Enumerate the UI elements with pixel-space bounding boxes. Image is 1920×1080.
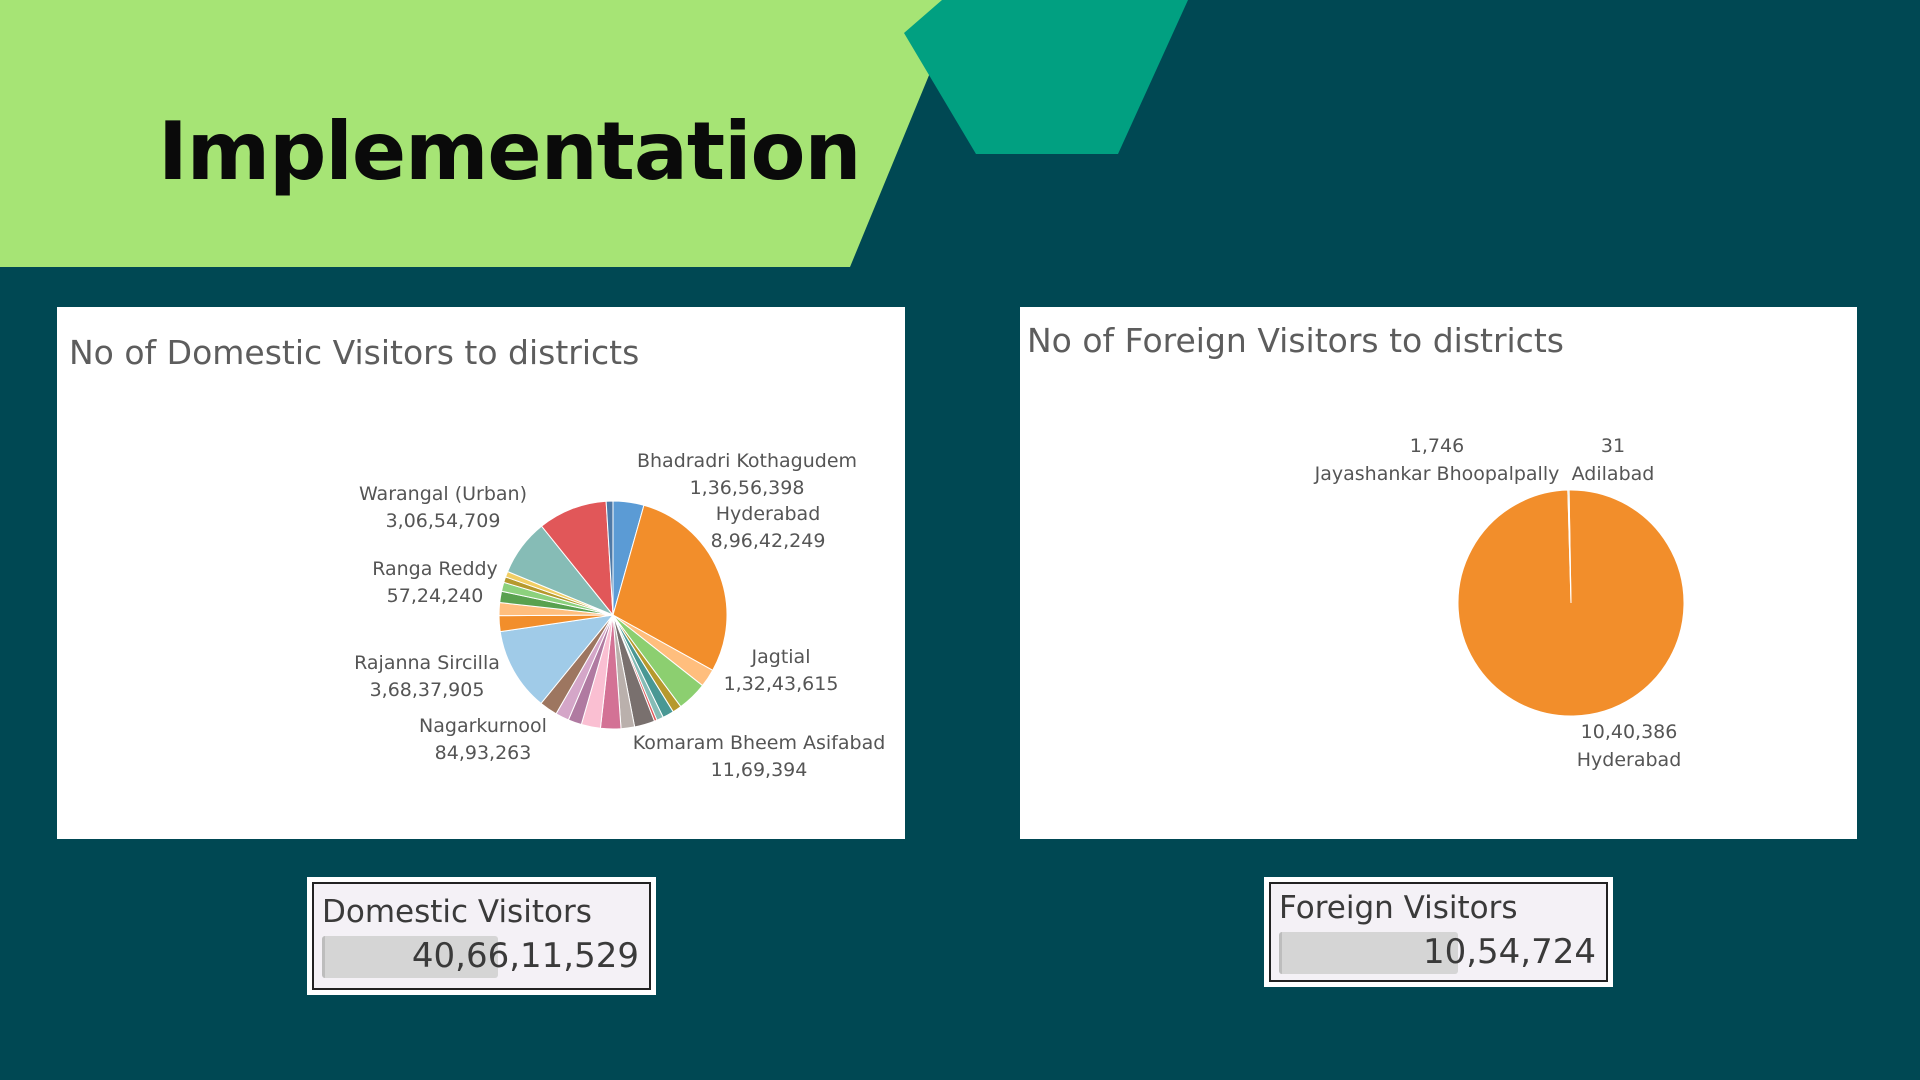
- foreign-visitors-kpi: Foreign Visitors 10,54,724: [1264, 877, 1613, 987]
- title-band: [0, 0, 960, 267]
- foreign-pie-slices: [1457, 489, 1685, 717]
- domestic-chart-title: No of Domestic Visitors to districts: [69, 333, 640, 372]
- label-hyderabad-name: Hyderabad: [716, 503, 821, 525]
- domestic-kpi-value: 40,66,11,529: [411, 936, 639, 976]
- domestic-pie-slices: [498, 500, 728, 730]
- label-rajanna-name: Rajanna Sircilla: [354, 652, 500, 674]
- foreign-slice-jayashankar-bhoopalpally: [1567, 489, 1572, 604]
- slide-title: Implementation: [158, 105, 861, 198]
- domestic-slice-segment-24: [605, 500, 614, 616]
- domestic-visitors-kpi: Domestic Visitors 40,66,11,529: [307, 877, 656, 995]
- foreign-kpi-value: 10,54,724: [1422, 932, 1596, 972]
- label-hyderabad-value: 8,96,42,249: [711, 530, 826, 552]
- label-jagtial-name: Jagtial: [751, 646, 811, 668]
- label-komaram-value: 11,69,394: [711, 759, 808, 781]
- domestic-slice-rajanna-sircilla: [499, 614, 615, 705]
- label-adilabad-value: 31: [1601, 435, 1625, 457]
- label-ranga-reddy-value: 57,24,240: [387, 585, 484, 607]
- domestic-kpi-frame: Domestic Visitors 40,66,11,529: [312, 882, 651, 990]
- label-nagarkurnool-value: 84,93,263: [435, 742, 532, 764]
- label-ranga-reddy-name: Ranga Reddy: [372, 558, 498, 580]
- label-bhadradri-value: 1,36,56,398: [690, 477, 805, 499]
- label-komaram-name: Komaram Bheem Asifabad: [633, 732, 886, 754]
- label-bhadradri-name: Bhadradri Kothagudem: [637, 450, 857, 472]
- label-jayashankar-name: Jayashankar Bhoopalpally: [1314, 463, 1560, 485]
- label-foreign-hyderabad-value: 10,40,386: [1581, 721, 1678, 743]
- domestic-chart-panel: No of Domestic Visitors to districts Bha…: [57, 307, 905, 839]
- foreign-kpi-label: Foreign Visitors: [1279, 890, 1518, 926]
- label-warangal-value: 3,06,54,709: [386, 510, 501, 532]
- label-jayashankar-value: 1,746: [1410, 435, 1464, 457]
- label-nagarkurnool-name: Nagarkurnool: [419, 715, 547, 737]
- domestic-slice-hyderabad: [612, 504, 728, 672]
- domestic-pie-chart: Bhadradri Kothagudem 1,36,56,398 Hyderab…: [354, 450, 886, 781]
- label-warangal-name: Warangal (Urban): [359, 483, 527, 505]
- foreign-chart-title: No of Foreign Visitors to districts: [1027, 321, 1564, 360]
- foreign-kpi-frame: Foreign Visitors 10,54,724: [1269, 882, 1608, 982]
- foreign-chart-panel: No of Foreign Visitors to districts 1,74…: [1020, 307, 1857, 839]
- foreign-pie-chart: 1,746 Jayashankar Bhoopalpally 31 Adilab…: [1314, 435, 1685, 771]
- hexagon-shape: [904, 0, 1188, 154]
- domestic-kpi-label: Domestic Visitors: [322, 894, 592, 930]
- label-adilabad-name: Adilabad: [1572, 463, 1655, 485]
- label-jagtial-value: 1,32,43,615: [724, 673, 839, 695]
- label-rajanna-value: 3,68,37,905: [370, 679, 485, 701]
- label-foreign-hyderabad-name: Hyderabad: [1577, 749, 1682, 771]
- domestic-kpi-bar: [322, 936, 498, 978]
- foreign-kpi-bar: [1279, 932, 1458, 974]
